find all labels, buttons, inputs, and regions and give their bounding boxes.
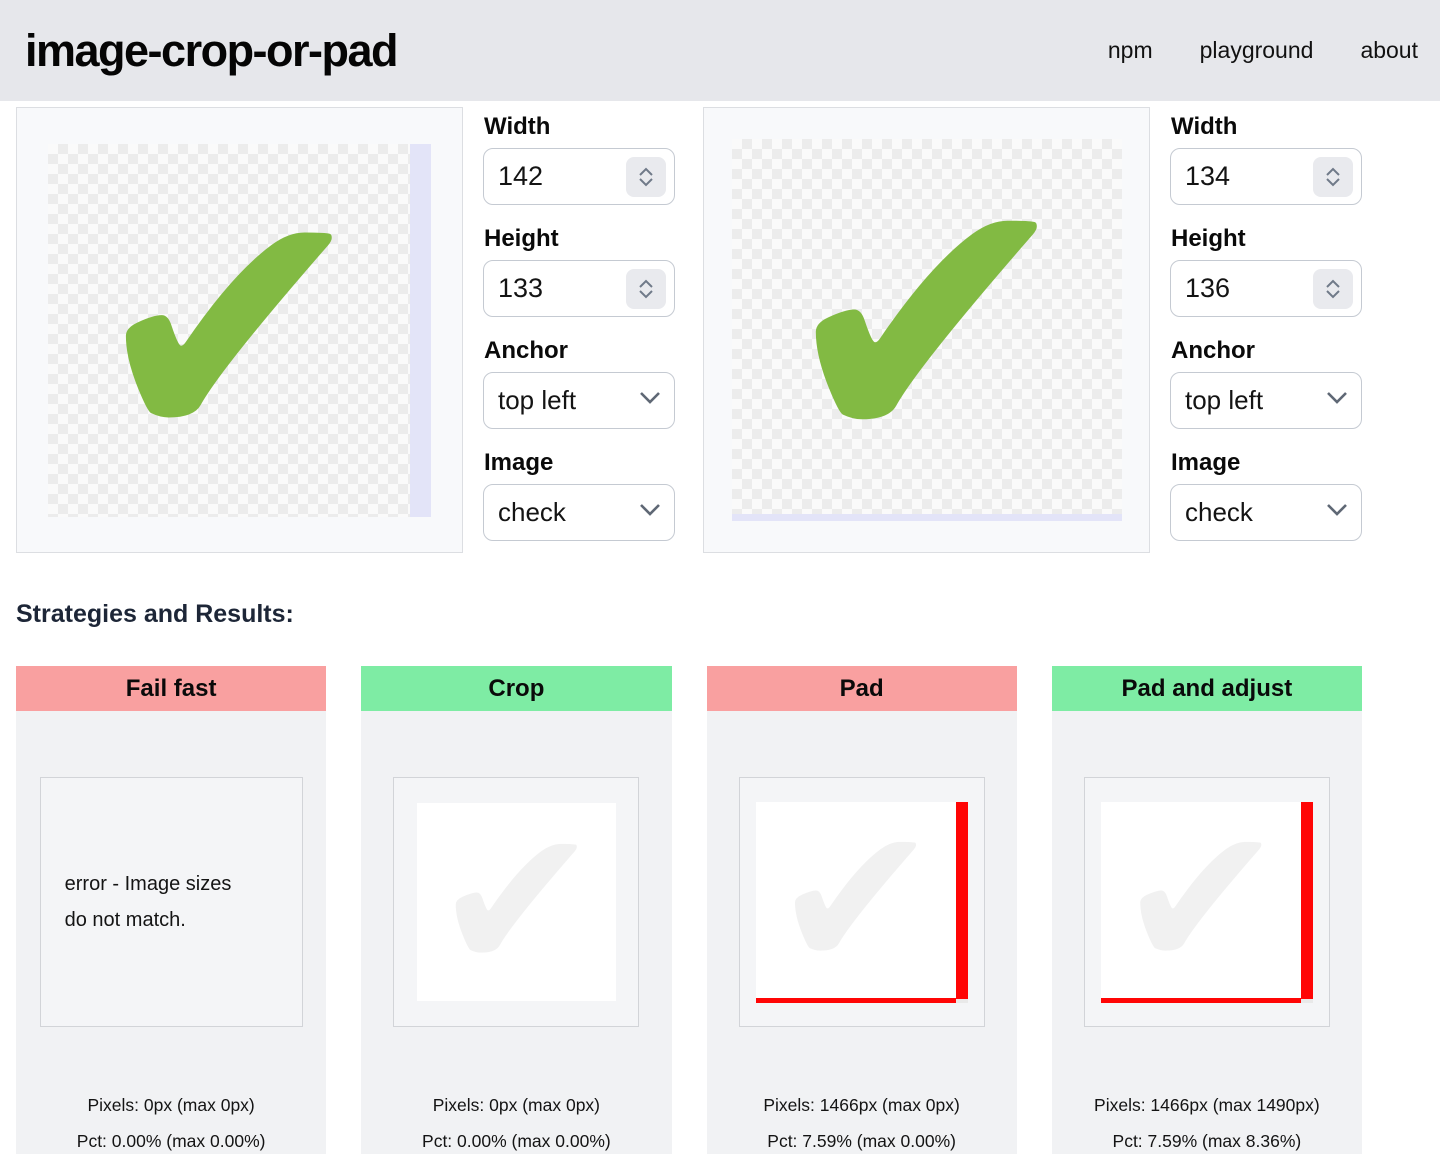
pixels-stat: Pixels: 0px (max 0px) — [432, 1095, 601, 1115]
width-label: Width — [484, 113, 551, 140]
error-message-line2: do not match. — [64, 909, 186, 931]
stepper-icon[interactable] — [1313, 269, 1353, 309]
width-label: Width — [1171, 113, 1238, 140]
pixels-stat: Pixels: 1466px (max 1490px) — [1094, 1095, 1320, 1115]
width-input-wrap — [1170, 148, 1362, 205]
height-input-wrap — [1170, 260, 1362, 317]
diff-result-box: ✔ — [1083, 777, 1330, 1027]
pct-stat: Pct: 0.00% (max 0.00%) — [76, 1131, 266, 1151]
anchor-label: Anchor — [484, 337, 568, 364]
image-config-right: ✔ Width Height — [703, 107, 1362, 561]
diff-result-box: ✔ — [738, 777, 985, 1027]
diff-red-bottom-bar — [1100, 997, 1301, 1003]
transparency-checkerboard: ✔ — [731, 139, 1122, 514]
width-input-wrap — [483, 148, 675, 205]
strategy-body: ✔ Pixels: 0px (max 0px) Pct: 0.00% (max … — [361, 711, 672, 1154]
lavender-pad-strip-right — [410, 143, 431, 517]
image-config-left: ✔ Width Height — [16, 107, 675, 561]
image-label: Image — [484, 449, 554, 476]
pixels-stat: Pixels: 0px (max 0px) — [87, 1095, 255, 1115]
strategy-title: Crop — [361, 666, 672, 711]
anchor-select[interactable]: top left — [1170, 372, 1362, 429]
transparency-checkerboard: ✔ — [48, 143, 410, 517]
error-message-line1: error - Image sizes — [64, 873, 232, 895]
stepper-icon[interactable] — [1313, 157, 1353, 197]
results-heading: Strategies and Results: — [16, 600, 294, 628]
pixels-stat: Pixels: 1466px (max 0px) — [763, 1095, 960, 1115]
strategy-body: error - Image sizes do not match. Pixels… — [16, 711, 327, 1154]
strategy-card-crop: Crop ✔ Pixels: 0px (max 0px) Pct: 0.00% … — [361, 666, 672, 1154]
diff-corner-notch — [955, 998, 968, 1003]
controls-left: Width Height Anchor — [483, 107, 675, 561]
source-image-left: ✔ — [48, 143, 431, 517]
faint-check-glyph: ✔ — [432, 785, 601, 1018]
pct-stat: Pct: 7.59% (max 0.00%) — [767, 1131, 956, 1151]
image-label: Image — [1171, 449, 1241, 476]
diff-image: ✔ — [1100, 782, 1313, 1016]
diff-red-right-bar — [955, 801, 968, 999]
stepper-icon[interactable] — [626, 157, 666, 197]
strategy-body: ✔ Pixels: 1466px (max 0px) Pct: 7.59% (m… — [706, 711, 1017, 1154]
strategy-title: Fail fast — [16, 666, 327, 711]
anchor-select-value: top left — [1185, 385, 1264, 415]
strategy-stats: Pixels: 0px (max 0px) Pct: 0.00% (max 0.… — [16, 1095, 326, 1152]
controls-right: Width Height Anchor — [1170, 107, 1362, 561]
diff-corner-notch — [1300, 998, 1313, 1003]
diff-result-box: ✔ — [393, 777, 640, 1027]
faint-check-glyph: ✔ — [1117, 782, 1285, 1016]
pct-stat: Pct: 0.00% (max 0.00%) — [422, 1131, 611, 1151]
image-select-value: check — [1185, 497, 1253, 527]
nav-link-npm[interactable]: npm — [1107, 37, 1153, 63]
image-select[interactable]: check — [1170, 484, 1362, 541]
diff-image: ✔ — [416, 785, 616, 1018]
app-header: image-crop-or-pad npm playground about — [0, 0, 1440, 101]
strategy-card-pad-and-adjust: Pad and adjust ✔ Pixels: 1466px (max 149… — [1051, 666, 1362, 1154]
strategy-body: ✔ Pixels: 1466px (max 1490px) Pct: 7.59%… — [1051, 711, 1362, 1154]
nav-link-about[interactable]: about — [1360, 37, 1418, 63]
strategy-title: Pad and adjust — [1051, 666, 1362, 711]
stepper-icon[interactable] — [626, 269, 666, 309]
anchor-label: Anchor — [1171, 337, 1255, 364]
image-select[interactable]: check — [483, 484, 675, 541]
chevron-down-icon — [640, 504, 660, 516]
pct-stat: Pct: 7.59% (max 8.36%) — [1112, 1131, 1302, 1151]
image-preview-right: ✔ — [703, 107, 1150, 553]
diff-red-bottom-bar — [755, 997, 956, 1003]
diff-image: ✔ — [755, 782, 968, 1016]
strategy-stats: Pixels: 1466px (max 1490px) Pct: 7.59% (… — [1052, 1095, 1362, 1152]
strategy-title: Pad — [706, 666, 1017, 711]
error-message-box: error - Image sizes do not match. — [39, 777, 303, 1027]
nav-link-playground[interactable]: playground — [1199, 37, 1314, 63]
strategy-card-fail-fast: Fail fast error - Image sizes do not mat… — [16, 666, 327, 1154]
faint-check-glyph: ✔ — [771, 782, 940, 1016]
anchor-select[interactable]: top left — [483, 372, 675, 429]
chevron-down-icon — [1327, 392, 1347, 404]
config-row: ✔ Width Height — [16, 107, 1424, 561]
source-image-right: ✔ — [731, 139, 1122, 521]
chevron-down-icon — [1327, 504, 1347, 516]
height-input-wrap — [483, 260, 675, 317]
chevron-down-icon — [640, 392, 660, 404]
lavender-pad-strip-bottom — [731, 514, 1122, 521]
height-label: Height — [1171, 225, 1246, 252]
strategy-cards: Fail fast error - Image sizes do not mat… — [16, 666, 1362, 1154]
top-nav: npm playground about — [1108, 37, 1418, 64]
strategy-card-pad: Pad ✔ Pixels: 1466px (max 0px) Pct: 7.59… — [706, 666, 1017, 1154]
diff-match-area: ✔ — [1100, 782, 1301, 1016]
diff-match-area: ✔ — [416, 785, 616, 1018]
diff-match-area: ✔ — [755, 782, 956, 1016]
height-label: Height — [484, 225, 559, 252]
page-title: image-crop-or-pad — [25, 24, 399, 76]
anchor-select-value: top left — [498, 385, 577, 415]
image-preview-left: ✔ — [16, 107, 463, 553]
image-select-value: check — [498, 497, 566, 527]
strategy-stats: Pixels: 0px (max 0px) Pct: 0.00% (max 0.… — [361, 1095, 671, 1152]
check-image-glyph: ✔ — [86, 143, 372, 517]
diff-red-right-bar — [1300, 801, 1313, 999]
strategy-stats: Pixels: 1466px (max 0px) Pct: 7.59% (max… — [707, 1095, 1017, 1152]
check-image-glyph: ✔ — [773, 139, 1080, 514]
